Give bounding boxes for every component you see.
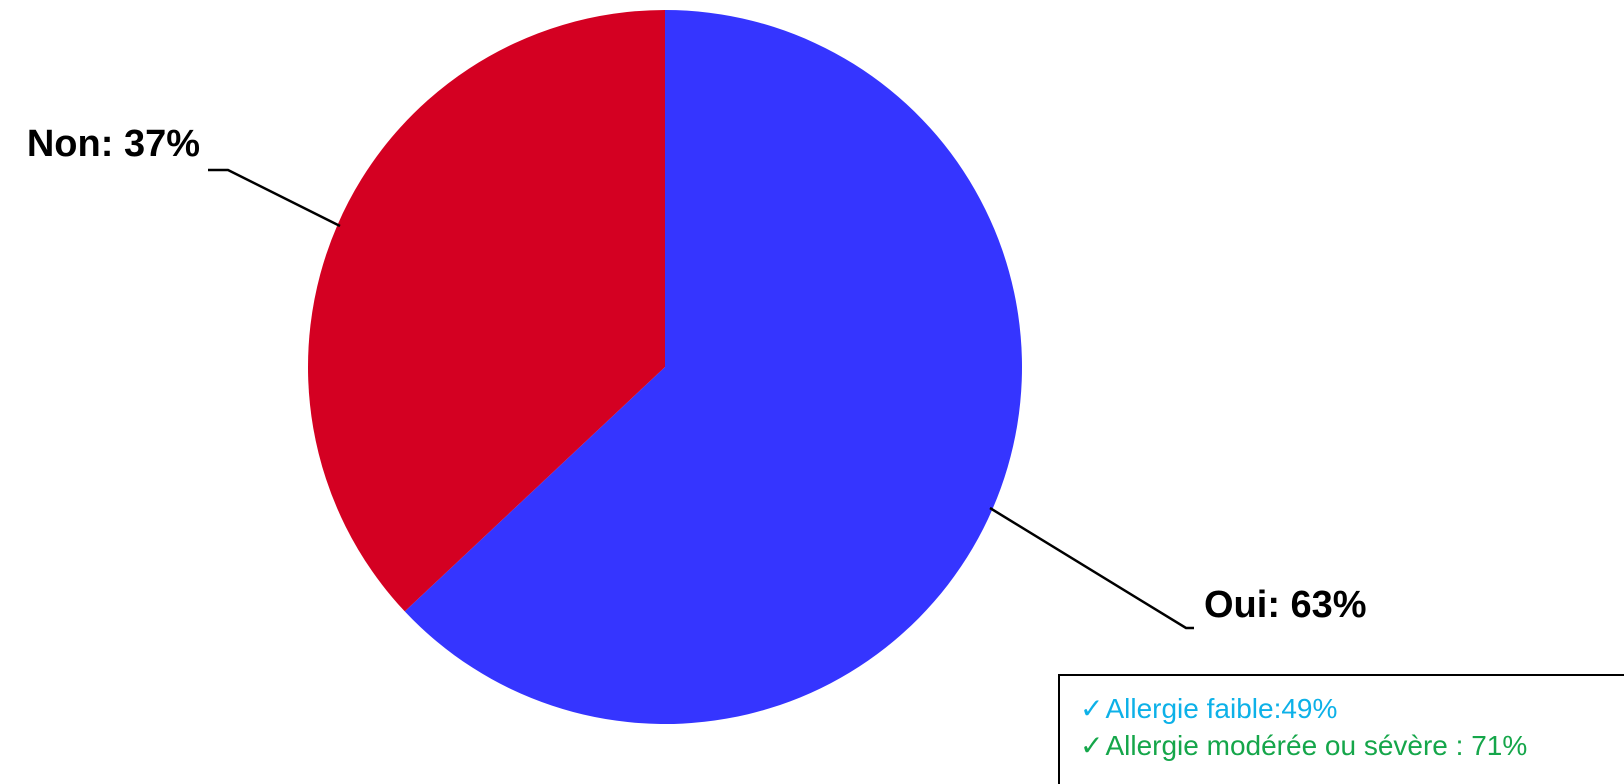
leader-line-oui: [989, 506, 1194, 630]
annotation-line-moderate-severe-allergy: ✓Allergie modérée ou sévère : 71%: [1080, 727, 1624, 764]
annotation-text-moderate-severe-allergy: Allergie modérée ou sévère : 71%: [1105, 730, 1528, 761]
annotation-line-low-allergy: ✓Allergie faible:49%: [1080, 690, 1624, 727]
checkmark-icon: ✓: [1080, 693, 1104, 724]
checkmark-icon: ✓: [1080, 730, 1104, 761]
slice-label-oui: Oui: 63%: [1204, 584, 1367, 626]
slice-label-non: Non: 37%: [27, 123, 200, 165]
slice-labels: Oui: 63% Non: 37%: [27, 123, 1367, 626]
annotation-text-low-allergy: Allergie faible:49%: [1105, 693, 1338, 724]
pie-slice-non: [308, 10, 665, 612]
pie-slice-oui: [404, 10, 1023, 724]
leader-lines: [208, 168, 1194, 630]
allergy-annotation-box: ✓Allergie faible:49% ✓Allergie modérée o…: [1058, 674, 1624, 784]
leader-line-non: [208, 168, 341, 228]
pie-slices: [308, 10, 1023, 724]
